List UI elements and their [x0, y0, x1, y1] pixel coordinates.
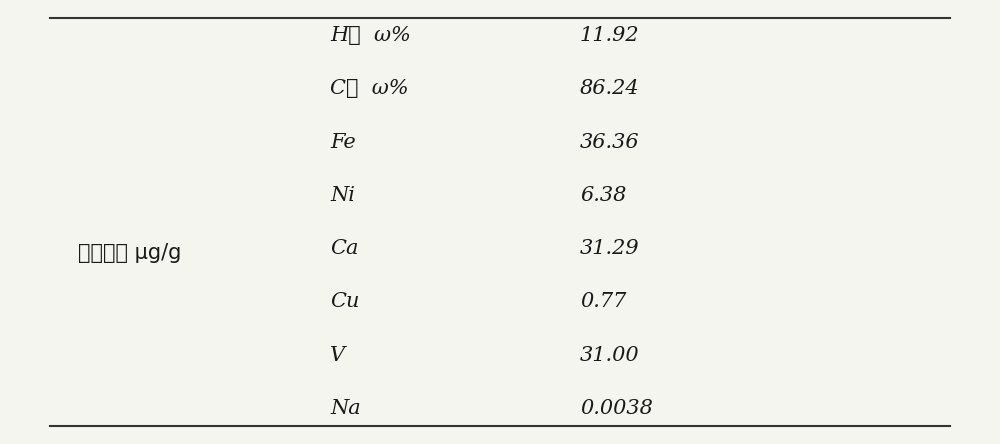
- Text: 0.77: 0.77: [580, 293, 626, 311]
- Text: V: V: [330, 346, 345, 365]
- Text: H，  ω%: H， ω%: [330, 26, 411, 45]
- Text: C，  ω%: C， ω%: [330, 79, 409, 98]
- Text: Na: Na: [330, 399, 361, 418]
- Text: 31.29: 31.29: [580, 239, 640, 258]
- Text: 6.38: 6.38: [580, 186, 626, 205]
- Text: 36.36: 36.36: [580, 133, 640, 151]
- Text: 11.92: 11.92: [580, 26, 640, 45]
- Text: Fe: Fe: [330, 133, 356, 151]
- Text: Cu: Cu: [330, 293, 360, 311]
- Text: 0.0038: 0.0038: [580, 399, 653, 418]
- Text: 86.24: 86.24: [580, 79, 640, 98]
- Text: Ca: Ca: [330, 239, 358, 258]
- Text: 重金属， μg/g: 重金属， μg/g: [78, 243, 182, 263]
- Text: 31.00: 31.00: [580, 346, 640, 365]
- Text: Ni: Ni: [330, 186, 355, 205]
